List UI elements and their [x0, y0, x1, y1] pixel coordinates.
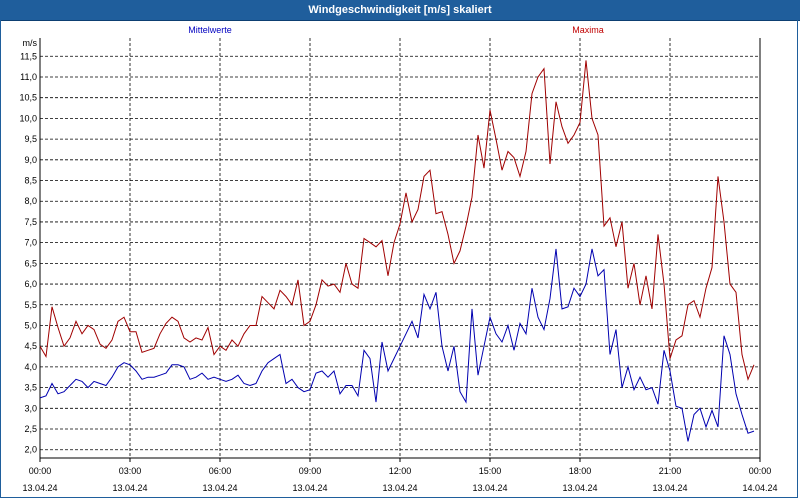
y-tick-label: 7,5 — [24, 217, 37, 227]
x-tick-time: 00:00 — [29, 466, 52, 476]
y-axis-label: m/s — [23, 38, 38, 48]
y-tick-label: 10,5 — [19, 93, 37, 103]
y-tick-label: 8,5 — [24, 176, 37, 186]
chart-title: Windgeschwindigkeit [m/s] skaliert — [308, 4, 492, 16]
chart-title-bar: Windgeschwindigkeit [m/s] skaliert — [0, 0, 800, 21]
y-tick-label: 3,5 — [24, 383, 37, 393]
series-line-mittelwerte — [39, 248, 755, 442]
x-tick-time: 06:00 — [209, 466, 232, 476]
x-tick-time: 03:00 — [119, 466, 142, 476]
chart-panel — [0, 20, 798, 498]
x-tick-date: 13.04.24 — [22, 483, 57, 493]
y-tick-label: 4,0 — [24, 362, 37, 372]
y-tick-label: 6,0 — [24, 279, 37, 289]
y-tick-label: 2,5 — [24, 424, 37, 434]
y-tick-label: 9,5 — [24, 134, 37, 144]
legend-entry-mittelwerte: Mittelwerte — [188, 25, 232, 35]
y-tick-labels: 2,0 2,5 3,0 3,5 4,0 4,5 5,0 5,5 6,0 6,5 7,0 7,5 8,0 8… — [19, 51, 37, 454]
grid — [40, 38, 760, 458]
series-line-maxima — [39, 60, 755, 381]
x-tick-date: 13.04.24 — [652, 483, 687, 493]
x-tick-time: 15:00 — [479, 466, 502, 476]
y-tick-label: 5,5 — [24, 300, 37, 310]
legend: Mittelwerte Maxima — [188, 25, 604, 35]
x-tick-date: 13.04.24 — [112, 483, 147, 493]
x-tick-date: 13.04.24 — [472, 483, 507, 493]
y-tick-label: 11,5 — [20, 51, 37, 61]
y-tick-label: 2,0 — [24, 445, 37, 455]
series-lines — [39, 60, 755, 442]
axes — [39, 38, 761, 462]
x-tick-date: 14.04.24 — [742, 483, 777, 493]
y-tick-label: 11,0 — [20, 72, 37, 82]
y-tick-label: 7,0 — [24, 238, 37, 248]
x-tick-date: 13.04.24 — [202, 483, 237, 493]
x-tick-date: 13.04.24 — [292, 483, 327, 493]
y-tick-label: 6,5 — [24, 258, 37, 268]
x-tick-date: 13.04.24 — [562, 483, 597, 493]
y-tick-label: 3,0 — [24, 403, 37, 413]
y-tick-label: 9,0 — [24, 155, 37, 165]
y-tick-label: 8,0 — [24, 196, 37, 206]
x-tick-time: 18:00 — [569, 466, 592, 476]
x-tick-labels: 00:00 13.04.24 03:00 13.04.24 06:00 13.04.24 0… — [22, 466, 777, 493]
y-tick-label: 5,0 — [24, 320, 37, 330]
y-tick-label: 10,0 — [19, 113, 37, 123]
y-tick-label: 4,5 — [24, 341, 37, 351]
x-tick-time: 09:00 — [299, 466, 322, 476]
x-tick-date: 13.04.24 — [382, 483, 417, 493]
x-tick-time: 00:00 — [749, 466, 772, 476]
x-tick-time: 12:00 — [389, 466, 412, 476]
legend-entry-maxima: Maxima — [572, 25, 604, 35]
x-tick-time: 21:00 — [659, 466, 682, 476]
